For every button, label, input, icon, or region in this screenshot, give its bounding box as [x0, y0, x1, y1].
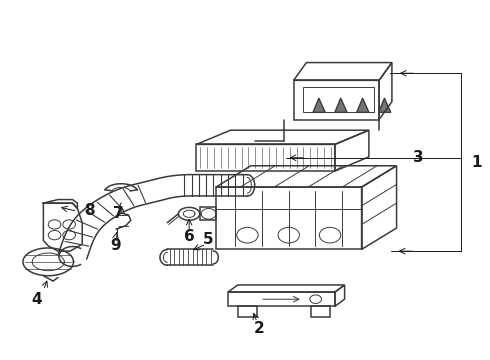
Text: 2: 2: [254, 321, 265, 336]
Text: 4: 4: [32, 292, 42, 307]
Text: 3: 3: [413, 150, 423, 165]
Polygon shape: [379, 98, 391, 112]
Text: 7: 7: [113, 206, 124, 221]
Text: 6: 6: [184, 229, 195, 244]
Polygon shape: [335, 98, 347, 112]
Text: 9: 9: [110, 238, 121, 253]
Text: 5: 5: [203, 232, 214, 247]
Text: 1: 1: [471, 155, 481, 170]
Polygon shape: [357, 98, 369, 112]
Polygon shape: [313, 98, 325, 112]
Text: 8: 8: [84, 203, 95, 218]
